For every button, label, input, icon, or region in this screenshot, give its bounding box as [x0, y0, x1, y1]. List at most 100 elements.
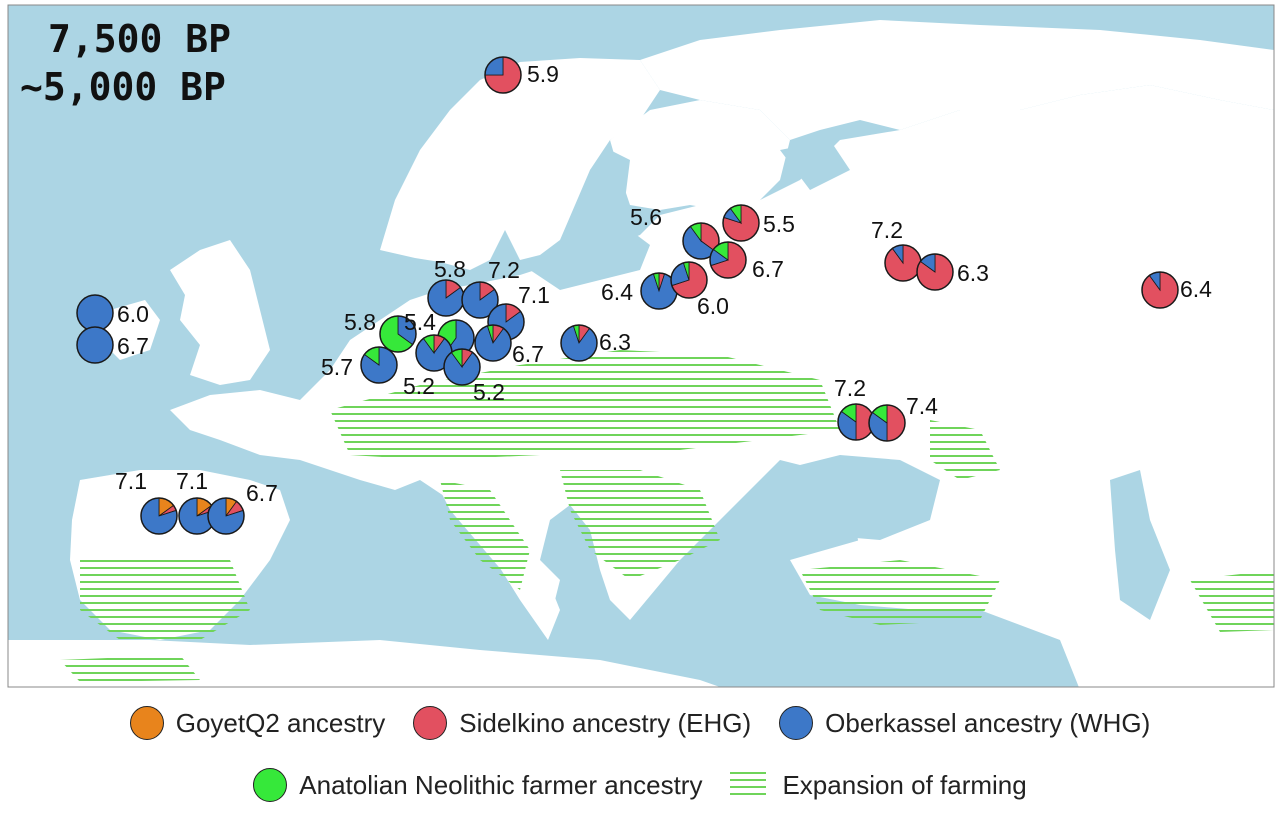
pie-outline: [560, 324, 598, 362]
pie-outline: [461, 281, 499, 319]
site-pie-chart: 6.0: [76, 294, 149, 332]
site-age-label: 7.1: [176, 468, 208, 494]
site-age-label: 6.0: [697, 293, 729, 319]
legend-label: Expansion of farming: [782, 769, 1027, 800]
site-age-label: 5.8: [344, 309, 376, 335]
site-age-label: 6.4: [601, 279, 633, 305]
site-pie-chart: 5.7: [321, 346, 398, 384]
site-age-label: 6.7: [512, 341, 544, 367]
site-age-label: 5.2: [403, 373, 435, 399]
pie-outline: [474, 324, 512, 362]
pie-outline: [484, 56, 522, 94]
pie-outline: [916, 253, 954, 291]
farming-iberia: [80, 555, 250, 640]
pie-outline: [722, 204, 760, 242]
legend-label: GoyetQ2 ancestry: [175, 707, 386, 738]
finland-karelia: [610, 100, 790, 210]
site-age-label: 7.1: [115, 468, 147, 494]
pie-outline: [207, 497, 245, 535]
farming-north-africa: [60, 655, 200, 682]
site-pie-chart: 6.7: [207, 480, 278, 535]
site-age-label: 5.9: [527, 61, 559, 87]
site-age-label: 5.7: [321, 354, 353, 380]
site-pie-chart: 5.2: [443, 348, 505, 405]
farming-near-east: [1190, 570, 1274, 632]
map-frame: [7, 4, 1275, 688]
site-pie-chart: 7.1: [176, 468, 216, 535]
site-pie-chart: 6.3: [916, 253, 989, 291]
pie-outline: [670, 261, 708, 299]
site-pie-chart: 6.7: [76, 326, 149, 364]
site-pie-chart: 6.4: [601, 272, 678, 310]
ancestry-pie-charts: 5.96.06.75.6 5.56.76.46.07.26.36.45.8 7.27…: [76, 56, 1212, 535]
site-age-label: 7.2: [834, 375, 866, 401]
pie-outline: [379, 315, 417, 353]
baltic-sea: [530, 230, 650, 290]
pie-outline: [443, 348, 481, 386]
legend-item-farming: Expansion of farming: [730, 769, 1027, 801]
legend: GoyetQ2 ancestry Sidelkino ancestry (EHG…: [0, 692, 1280, 824]
legend-row: Anatolian Neolithic farmer ancestry Expa…: [0, 768, 1280, 802]
pie-outline: [709, 241, 747, 279]
site-pie-chart: 5.9: [484, 56, 559, 94]
site-pie-chart: 7.4: [868, 393, 938, 442]
oberkassel-swatch-icon: [779, 706, 814, 740]
gulf-of-bothnia: [590, 150, 630, 230]
site-pie-chart: 6.3: [560, 324, 631, 362]
site-age-label: 5.5: [763, 211, 795, 237]
legend-item-sidelkino: Sidelkino ancestry (EHG): [413, 706, 751, 740]
black-sea: [780, 455, 940, 540]
legend-item-oberkassel: Oberkassel ancestry (WHG): [779, 706, 1150, 740]
site-pie-chart: 6.7: [709, 241, 784, 282]
site-age-label: 5.8: [434, 256, 466, 282]
site-age-label: 6.3: [599, 329, 631, 355]
farming-balkans: [560, 470, 720, 580]
site-pie-chart: 7.2: [461, 257, 520, 319]
site-pie-chart: 6.4: [1141, 271, 1212, 309]
legend-label: Sidelkino ancestry (EHG): [459, 707, 752, 738]
site-age-label: 7.2: [871, 217, 903, 243]
scandinavia: [380, 58, 660, 270]
site-pie-chart: 7.2: [871, 217, 922, 282]
site-pie-chart: 6.0: [670, 261, 729, 319]
sidelkino-swatch-icon: [413, 706, 448, 740]
farming-italy: [440, 480, 530, 590]
site-age-label: 6.7: [246, 480, 278, 506]
site-pie-chart: 7.2: [834, 375, 875, 441]
site-pie-chart: 6.7: [474, 324, 544, 367]
pie-outline: [868, 404, 906, 442]
pie-outline: [682, 222, 720, 260]
site-age-label: 5.4: [404, 309, 436, 335]
site-age-label: 6.4: [1180, 276, 1212, 302]
inland-seas: [530, 140, 1170, 620]
north-russia: [640, 20, 1274, 140]
goyet-swatch-icon: [129, 706, 164, 740]
caspian-sea: [1110, 470, 1170, 620]
title-line: 7,500 BP: [48, 17, 231, 61]
legend-label: Anatolian Neolithic farmer ancestry: [299, 769, 703, 800]
pie-outline: [360, 346, 398, 384]
legend-row: GoyetQ2 ancestry Sidelkino ancestry (EHG…: [0, 706, 1280, 740]
site-age-label: 7.1: [518, 282, 550, 308]
site-pie-chart: 5.8: [427, 256, 466, 317]
farming-hatch-icon: [730, 772, 767, 798]
white-sea: [780, 140, 850, 190]
ireland: [100, 300, 160, 360]
site-age-label: 7.4: [906, 393, 938, 419]
farming-caucasus: [930, 420, 1000, 480]
pie-outline: [1141, 271, 1179, 309]
legend-item-goyet: GoyetQ2 ancestry: [129, 706, 386, 740]
site-pie-chart: 5.5: [722, 204, 795, 242]
site-age-label: 5.2: [473, 379, 505, 405]
site-pie-chart: 5.8: [344, 309, 417, 353]
legend-label: Oberkassel ancestry (WHG): [825, 707, 1151, 738]
site-age-label: 6.7: [117, 333, 149, 359]
title-line: ~5,000 BP: [20, 65, 226, 109]
site-age-label: 5.6: [630, 204, 662, 230]
anatolian-swatch-icon: [253, 768, 288, 802]
legend-item-anatolian: Anatolian Neolithic farmer ancestry: [253, 768, 702, 802]
farming-anatolia: [800, 560, 1000, 625]
period-title: 7,500 BP ~5,000 BP: [20, 17, 231, 109]
site-age-label: 6.7: [752, 256, 784, 282]
site-pie-chart: 7.1: [115, 468, 178, 535]
